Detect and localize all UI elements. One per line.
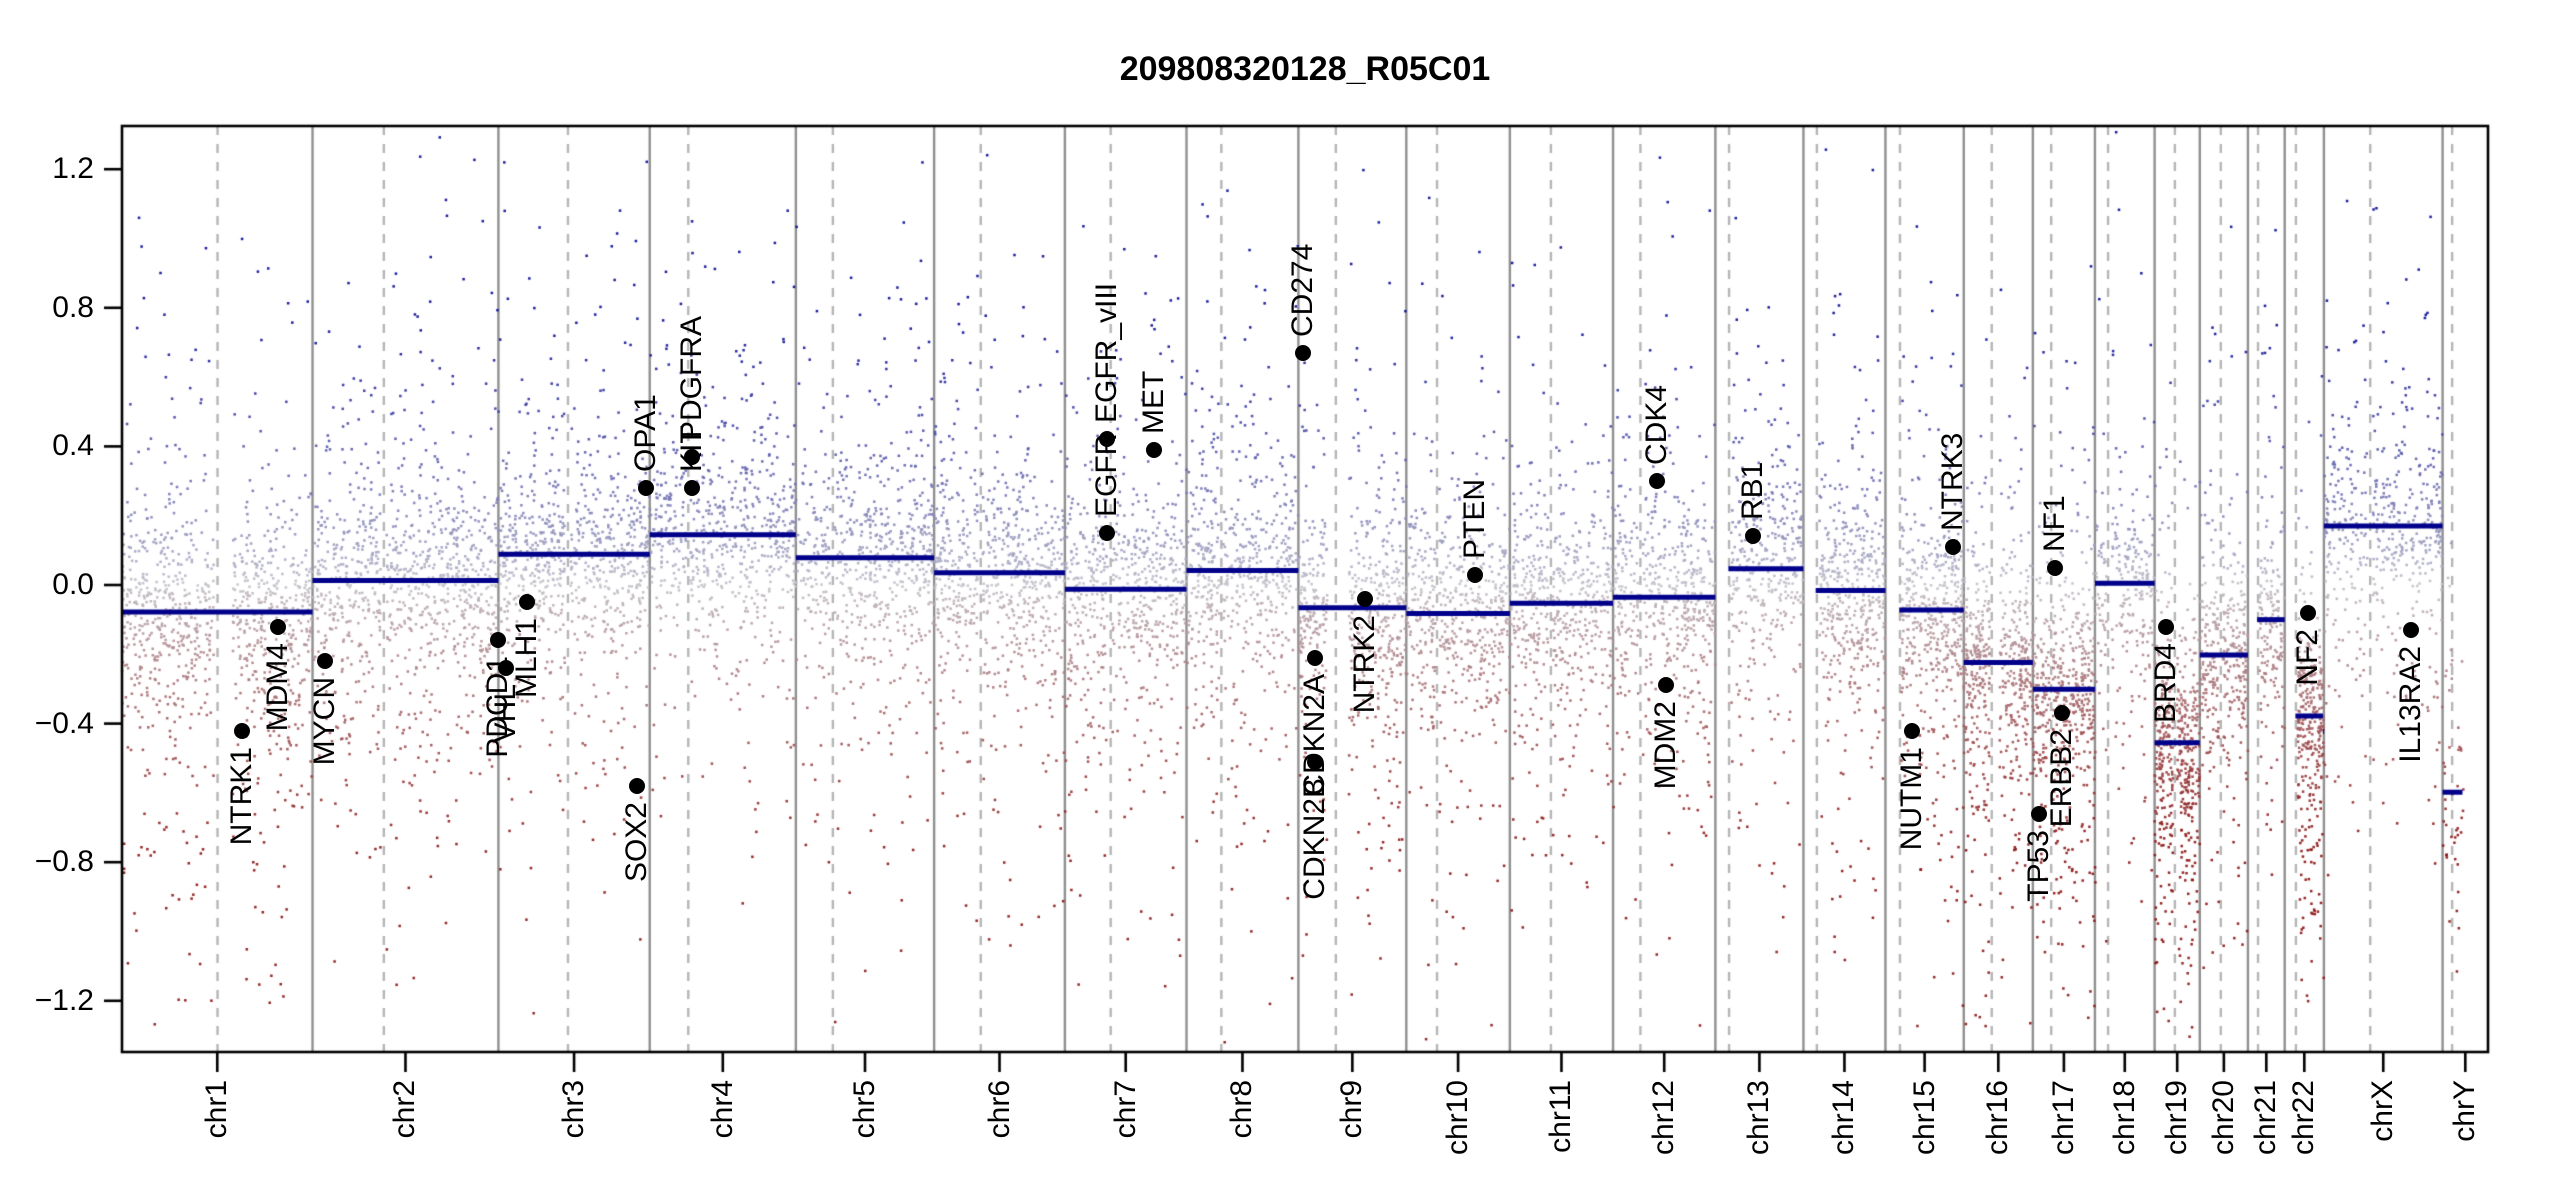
gene-marker-PTEN bbox=[1466, 566, 1483, 583]
gene-marker-TP53 bbox=[2030, 805, 2047, 822]
gene-label-CDK4: CDK4 bbox=[1640, 385, 1674, 466]
gene-marker-NTRK1 bbox=[233, 722, 250, 739]
x-axis-label-chr17: chr17 bbox=[2046, 1080, 2080, 1156]
gene-label-NTRK1: NTRK1 bbox=[224, 746, 258, 845]
y-tick-label-−1.2: −1.2 bbox=[34, 983, 94, 1017]
gene-marker-CDK4 bbox=[1649, 473, 1666, 490]
gene-marker-CDKN2A bbox=[1307, 649, 1324, 666]
gene-label-CDKN2B: CDKN2B bbox=[1298, 777, 1332, 900]
gene-label-OPA1: OPA1 bbox=[629, 394, 663, 472]
x-axis-label-chr12: chr12 bbox=[1647, 1080, 1681, 1156]
x-axis-label-chr20: chr20 bbox=[2206, 1080, 2240, 1156]
gene-label-PTEN: PTEN bbox=[1457, 478, 1491, 559]
gene-label-NF1: NF1 bbox=[2038, 494, 2072, 552]
x-axis-label-chr22: chr22 bbox=[2287, 1080, 2321, 1156]
x-axis-label-chr21: chr21 bbox=[2249, 1080, 2283, 1156]
x-axis-label-chr3: chr3 bbox=[557, 1080, 591, 1139]
x-axis-label-chr16: chr16 bbox=[1981, 1080, 2015, 1156]
gene-marker-NF1 bbox=[2047, 559, 2064, 576]
plot-title: 209808320128_R05C01 bbox=[1119, 50, 1491, 88]
gene-marker-MLH1 bbox=[518, 594, 535, 611]
gene-marker-SOX2 bbox=[629, 777, 646, 794]
y-tick-label-0.0: 0.0 bbox=[52, 568, 94, 601]
x-axis-label-chr14: chr14 bbox=[1827, 1080, 1861, 1156]
gene-label-MET: MET bbox=[1136, 370, 1170, 434]
gene-marker-VHL bbox=[498, 660, 515, 677]
gene-marker-NF2 bbox=[2299, 604, 2316, 621]
x-axis-label-chrY: chrY bbox=[2448, 1080, 2482, 1142]
gene-marker-MYCN bbox=[316, 653, 333, 670]
gene-marker-PDCD1 bbox=[490, 632, 507, 649]
x-axis-label-chrX: chrX bbox=[2366, 1080, 2400, 1142]
y-tick-label-1.2: 1.2 bbox=[52, 152, 94, 186]
gene-label-NTRK3: NTRK3 bbox=[1935, 432, 1969, 531]
y-tick-label-−0.4: −0.4 bbox=[34, 706, 94, 740]
gene-label-MDM4: MDM4 bbox=[261, 642, 295, 731]
gene-marker-NUTM1 bbox=[1903, 722, 1920, 739]
x-axis-label-chr1: chr1 bbox=[200, 1080, 234, 1139]
gene-label-RB1: RB1 bbox=[1735, 462, 1769, 521]
x-axis-label-chr18: chr18 bbox=[2107, 1080, 2141, 1156]
x-axis-label-chr15: chr15 bbox=[1907, 1080, 1941, 1156]
y-tick-label-0.4: 0.4 bbox=[52, 429, 94, 463]
gene-label-NTRK2: NTRK2 bbox=[1348, 614, 1382, 714]
gene-marker-OPA1 bbox=[638, 479, 655, 496]
gene-marker-RB1 bbox=[1744, 528, 1761, 545]
x-axis-label-chr6: chr6 bbox=[982, 1080, 1016, 1139]
x-axis-label-chr7: chr7 bbox=[1108, 1080, 1142, 1139]
gene-label-SOX2: SOX2 bbox=[620, 801, 654, 883]
gene-marker-BRD4 bbox=[2158, 618, 2175, 635]
gene-label-KIT: KIT bbox=[675, 425, 709, 472]
x-axis-label-chr9: chr9 bbox=[1335, 1080, 1369, 1139]
gene-marker-MDM4 bbox=[270, 618, 287, 635]
gene-marker-PDGFRA bbox=[683, 448, 700, 465]
gene-marker-KIT bbox=[684, 479, 701, 496]
y-tick-label-−0.8: −0.8 bbox=[34, 845, 94, 879]
x-axis-label-chr11: chr11 bbox=[1544, 1080, 1578, 1153]
gene-label-PDGFRA: PDGFRA bbox=[674, 315, 708, 441]
x-axis-label-chr5: chr5 bbox=[848, 1080, 881, 1139]
gene-label-EGFR_vIII: EGFR_vIII bbox=[1090, 283, 1124, 424]
gene-label-NF2: NF2 bbox=[2290, 628, 2324, 686]
gene-marker-CDKN2B bbox=[1307, 753, 1324, 770]
gene-marker-MDM2 bbox=[1657, 677, 1674, 694]
gene-marker-EGFR_vIII bbox=[1099, 431, 1116, 448]
gene-label-BRD4: BRD4 bbox=[2149, 642, 2183, 723]
x-axis-label-chr4: chr4 bbox=[705, 1080, 739, 1139]
x-axis-label-chr2: chr2 bbox=[388, 1080, 422, 1139]
gene-label-MLH1: MLH1 bbox=[509, 618, 543, 699]
gene-marker-NTRK2 bbox=[1357, 590, 1374, 607]
x-axis-label-chr10: chr10 bbox=[1441, 1080, 1475, 1156]
y-tick-label-0.8: 0.8 bbox=[52, 290, 94, 324]
gene-label-TP53: TP53 bbox=[2021, 829, 2055, 902]
gene-label-IL13RA2: IL13RA2 bbox=[2394, 646, 2428, 763]
gene-marker-NTRK3 bbox=[1944, 538, 1961, 555]
gene-marker-IL13RA2 bbox=[2403, 622, 2420, 639]
gene-marker-ERBB2 bbox=[2053, 705, 2070, 722]
gene-marker-MET bbox=[1145, 441, 1162, 458]
gene-label-ERBB2: ERBB2 bbox=[2044, 729, 2078, 828]
x-axis-label-chr8: chr8 bbox=[1225, 1080, 1259, 1139]
gene-marker-EGFR bbox=[1099, 525, 1115, 542]
x-axis-label-chr13: chr13 bbox=[1742, 1080, 1776, 1156]
gene-label-CD274: CD274 bbox=[1285, 243, 1319, 337]
gene-label-MYCN: MYCN bbox=[307, 677, 341, 766]
x-axis-label-chr19: chr19 bbox=[2160, 1080, 2194, 1156]
gene-marker-CD274 bbox=[1294, 344, 1311, 361]
gene-label-NUTM1: NUTM1 bbox=[1894, 746, 1928, 850]
gene-label-MDM2: MDM2 bbox=[1648, 701, 1682, 790]
